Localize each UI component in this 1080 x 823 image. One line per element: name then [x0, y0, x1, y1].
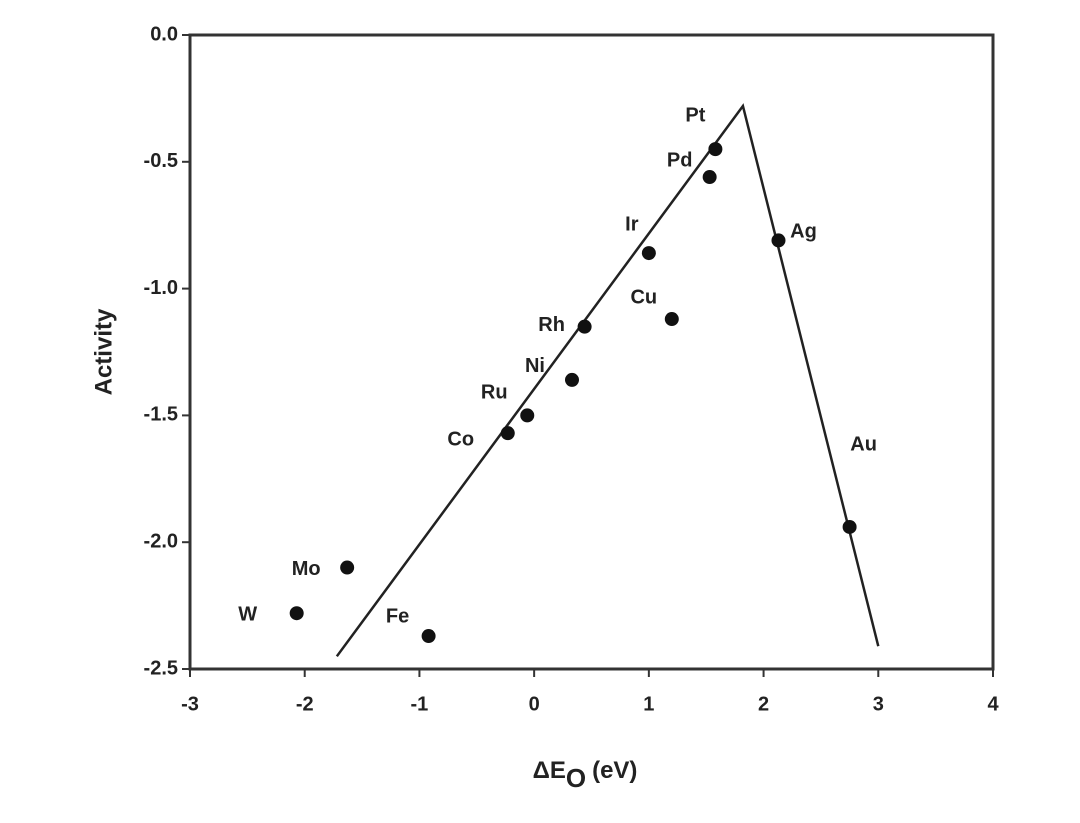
y-tick-label: -1.0	[144, 277, 178, 299]
point	[340, 560, 355, 575]
point-label: Co	[447, 428, 474, 450]
y-tick-label: -0.5	[144, 150, 178, 172]
point	[708, 142, 723, 157]
point-label: Pd	[667, 149, 693, 171]
y-tick-label: -1.5	[144, 404, 178, 426]
point	[520, 408, 535, 423]
plot-frame	[188, 33, 995, 671]
y-axis-label: Activity	[90, 308, 117, 395]
point	[842, 519, 857, 534]
point-label: Ru	[481, 382, 508, 404]
point-label: Ni	[525, 355, 545, 377]
point-label: Ag	[790, 221, 817, 243]
point	[564, 372, 579, 387]
point	[500, 426, 515, 441]
point	[289, 606, 304, 621]
point	[641, 246, 656, 261]
point-label: Au	[850, 433, 877, 455]
x-tick-label: -2	[296, 693, 314, 715]
x-label-sub: O	[566, 763, 586, 793]
x-tick-label: 0	[529, 693, 540, 715]
x-label-unit: (eV)	[592, 757, 637, 784]
point	[702, 170, 717, 185]
x-tick-label: 4	[987, 693, 999, 715]
point-label: Pt	[685, 104, 705, 126]
y-tick-label: -2.0	[144, 530, 178, 552]
point-label: Fe	[386, 605, 409, 627]
volcano-line	[335, 103, 880, 658]
point-label: Cu	[630, 286, 657, 308]
y-tick-label: -2.5	[144, 657, 178, 679]
point-label: Mo	[292, 558, 321, 580]
point	[577, 319, 592, 334]
point	[771, 233, 786, 248]
y-tick-label: 0.0	[150, 23, 178, 45]
x-label-main: ΔE	[533, 757, 566, 784]
x-tick-label: 3	[873, 693, 884, 715]
x-axis-label: ΔEO (eV)	[533, 757, 638, 793]
x-tick-label: -1	[411, 693, 429, 715]
x-tick-label: 2	[758, 693, 769, 715]
x-tick-label: -3	[181, 693, 199, 715]
point	[664, 312, 679, 327]
point-label: Rh	[538, 314, 565, 336]
point-label: Ir	[625, 213, 639, 235]
x-tick-label: 1	[643, 693, 654, 715]
point	[421, 629, 436, 644]
point-label: W	[238, 603, 257, 625]
